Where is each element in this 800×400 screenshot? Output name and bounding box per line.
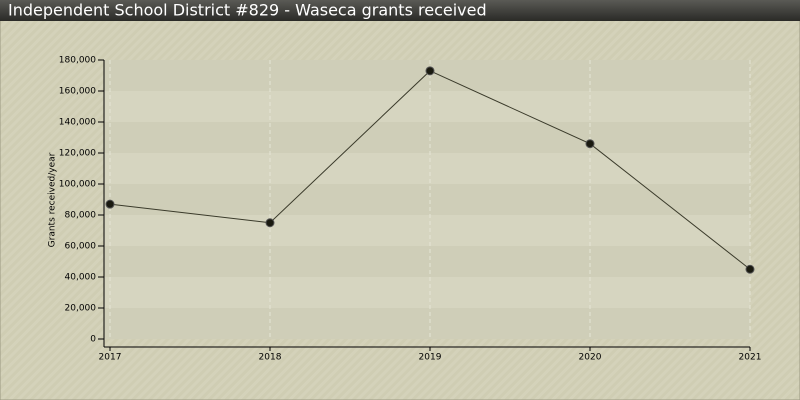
grid-band (104, 91, 750, 122)
grid-band (104, 122, 750, 153)
point (265, 218, 275, 228)
grid-band (104, 246, 750, 277)
point (585, 139, 595, 149)
y-tick-label: 180,000 (59, 56, 96, 66)
y-tick-label: 40,000 (65, 273, 97, 283)
x-tick-label: 2020 (579, 353, 602, 363)
point (745, 264, 755, 274)
x-tick-label: 2019 (419, 353, 442, 363)
title-bar (0, 0, 800, 21)
chart-title: Independent School District #829 - Wasec… (8, 1, 487, 20)
y-tick-label: 160,000 (59, 87, 96, 97)
grid-band (104, 184, 750, 215)
grid-band (104, 277, 750, 308)
grid-band (104, 153, 750, 184)
grid-band (104, 308, 750, 339)
y-tick-label: 60,000 (65, 242, 97, 252)
y-axis-label: Grants received/year (48, 152, 58, 247)
grid-band (104, 215, 750, 246)
y-tick-label: 20,000 (65, 304, 97, 314)
y-tick-label: 120,000 (59, 149, 96, 159)
y-tick-label: 0 (90, 335, 96, 345)
grid-band (104, 60, 750, 91)
y-tick-label: 80,000 (65, 211, 97, 221)
point (425, 66, 435, 76)
x-tick-label: 2021 (739, 353, 762, 363)
x-tick-label: 2018 (259, 353, 282, 363)
x-tick-label: 2017 (99, 353, 122, 363)
point (105, 199, 115, 209)
y-tick-label: 140,000 (59, 118, 96, 128)
y-tick-label: 100,000 (59, 180, 96, 190)
